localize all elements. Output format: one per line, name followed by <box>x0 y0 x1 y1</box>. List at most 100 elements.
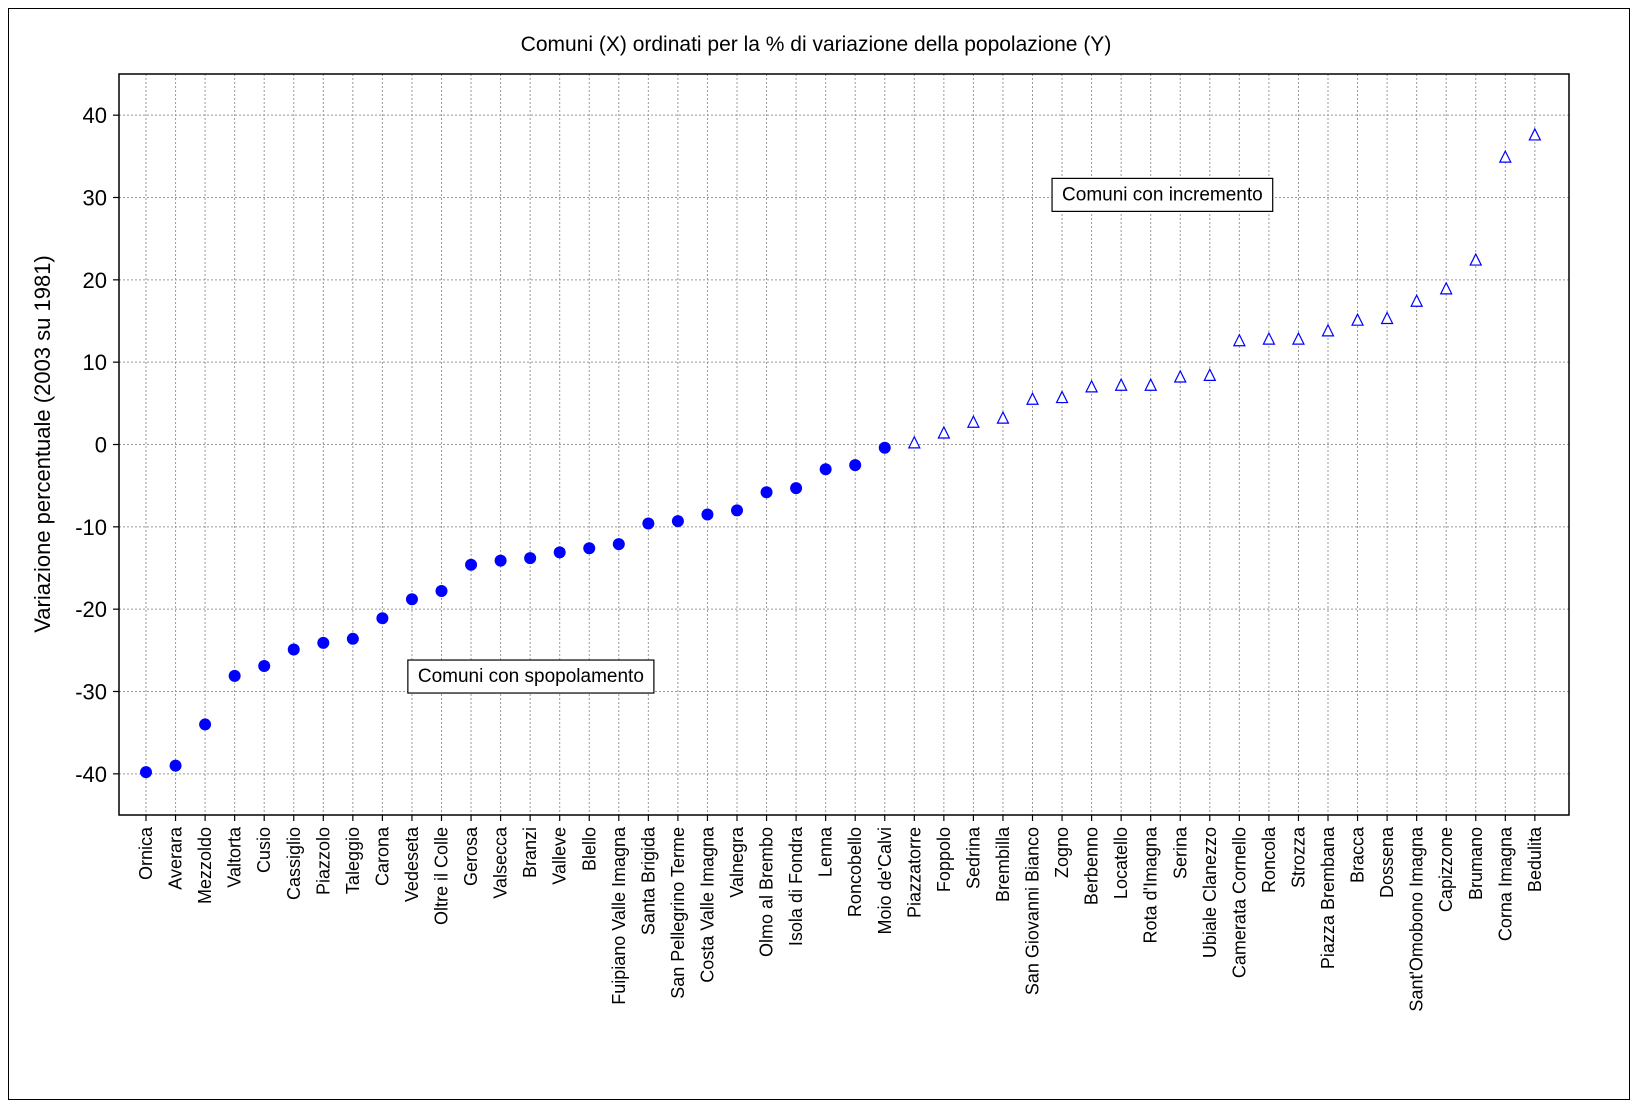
data-point <box>1173 369 1187 383</box>
data-point <box>1262 331 1276 345</box>
y-tick-label: -10 <box>75 515 107 540</box>
x-tick-label: San Giovanni Bianco <box>1023 827 1043 995</box>
data-point <box>524 552 537 565</box>
data-point <box>878 441 891 454</box>
x-tick-label: Blello <box>579 827 599 871</box>
data-point <box>1498 149 1512 163</box>
data-point <box>1351 312 1365 326</box>
data-point <box>731 504 743 517</box>
x-tick-label: Branzi <box>520 827 540 878</box>
y-tick-label: -20 <box>75 597 107 622</box>
x-tick-label: Rota d'Imagna <box>1141 826 1161 943</box>
y-tick-label: 20 <box>83 268 107 293</box>
y-tick-label: 10 <box>83 350 107 375</box>
x-tick-label: Zogno <box>1052 827 1072 878</box>
data-point <box>1144 377 1158 391</box>
data-point <box>199 718 212 731</box>
annotation-text: Comuni con incremento <box>1062 184 1263 205</box>
x-tick-label: Cassiglio <box>284 827 304 900</box>
x-tick-label: Santa Brigida <box>638 826 658 935</box>
data-point <box>760 486 773 499</box>
x-tick-label: Ubiale Clanezzo <box>1200 827 1220 958</box>
annotation: Comuni con spopolamento <box>407 659 655 694</box>
x-tick-label: Berbenno <box>1082 827 1102 905</box>
x-tick-label: Bracca <box>1348 826 1368 883</box>
data-point <box>583 542 596 555</box>
y-tick-label: -30 <box>75 680 107 705</box>
data-point <box>849 459 862 472</box>
x-tick-label: Piazzatorre <box>904 827 924 918</box>
y-tick-label: 40 <box>83 103 107 128</box>
annotation-text: Comuni con spopolamento <box>418 666 644 687</box>
x-tick-label: Corna Imagna <box>1495 826 1515 941</box>
chart-title: Comuni (X) ordinati per la % di variazio… <box>521 33 1112 56</box>
data-point <box>169 759 182 772</box>
x-tick-label: San Pellegrino Terme <box>668 827 688 999</box>
data-point <box>1439 281 1453 295</box>
data-point <box>1469 252 1483 266</box>
x-tick-label: Bedulita <box>1525 826 1545 892</box>
y-tick-label: 30 <box>83 186 107 211</box>
data-points <box>140 127 1542 779</box>
annotation: Comuni con incremento <box>1051 177 1274 212</box>
data-point <box>1114 377 1128 391</box>
data-point <box>494 554 507 567</box>
annotations: Comuni con incremento Comuni con spopolam… <box>407 177 1274 694</box>
data-point <box>435 585 448 598</box>
x-tick-label: Valtorta <box>225 826 245 888</box>
data-point <box>790 482 803 495</box>
x-tick-label: Foppolo <box>934 827 954 892</box>
x-tick-label: Dossena <box>1377 826 1397 898</box>
y-axis-label: Variazione percentuale (2003 su 1981) <box>30 255 55 633</box>
x-tick-label: Taleggio <box>343 827 363 894</box>
x-tick-label: Olmo al Brembo <box>757 827 777 957</box>
y-tick-label: 0 <box>95 433 107 458</box>
data-point <box>701 508 714 521</box>
x-tick-label: Piazza Brembana <box>1318 826 1338 969</box>
scatter-chart: Comuni (X) ordinati per la % di variazio… <box>30 33 1570 1012</box>
data-point <box>140 766 152 779</box>
data-point <box>1026 391 1039 405</box>
x-tick-label: Serina <box>1170 826 1190 879</box>
x-tick-label: Averara <box>166 826 186 890</box>
x-tick-label: Lenna <box>816 826 836 877</box>
data-point <box>642 517 655 530</box>
x-tick-label: Costa Valle Imagna <box>697 826 717 983</box>
x-tick-label: Camerata Cornello <box>1229 827 1249 978</box>
data-point <box>228 669 241 682</box>
data-point <box>553 546 566 559</box>
x-tick-label: Vedeseta <box>402 826 422 902</box>
data-point <box>317 636 330 649</box>
data-point <box>907 435 921 449</box>
data-point <box>996 410 1010 424</box>
x-tick-label: Valsecca <box>491 826 511 899</box>
x-tick-label: Fuipiano Valle Imagna <box>609 826 629 1005</box>
x-tick-label: Ornica <box>136 826 156 880</box>
data-point <box>287 643 300 656</box>
data-point <box>1055 390 1069 404</box>
data-point <box>1321 323 1335 337</box>
x-tick-label: Brumano <box>1466 827 1486 900</box>
data-point <box>1291 331 1305 345</box>
chart-frame: Comuni (X) ordinati per la % di variazio… <box>8 8 1630 1100</box>
data-point <box>258 659 271 672</box>
x-axis: Ornica Averara Mezzoldo Valtorta Cusio Cassig… <box>136 815 1545 1012</box>
data-point <box>819 463 832 476</box>
x-tick-label: Roncobello <box>845 827 865 917</box>
x-tick-label: Capizzone <box>1436 827 1456 912</box>
data-point <box>376 612 389 625</box>
x-tick-label: Mezzoldo <box>195 827 215 904</box>
x-tick-label: Brembilla <box>993 826 1013 902</box>
x-tick-label: Locatello <box>1111 827 1131 899</box>
x-tick-label: Roncola <box>1259 826 1279 893</box>
data-point <box>1203 367 1217 381</box>
x-tick-label: Sant'Omobono Imagna <box>1407 826 1427 1012</box>
data-point <box>966 414 980 428</box>
data-point <box>1232 333 1246 347</box>
x-tick-label: Moio de'Calvi <box>875 827 895 934</box>
x-tick-label: Sedrina <box>963 826 983 889</box>
data-point <box>405 593 418 606</box>
data-point <box>612 538 625 551</box>
x-tick-label: Isola di Fondra <box>786 826 806 946</box>
x-tick-label: Carona <box>372 826 392 886</box>
